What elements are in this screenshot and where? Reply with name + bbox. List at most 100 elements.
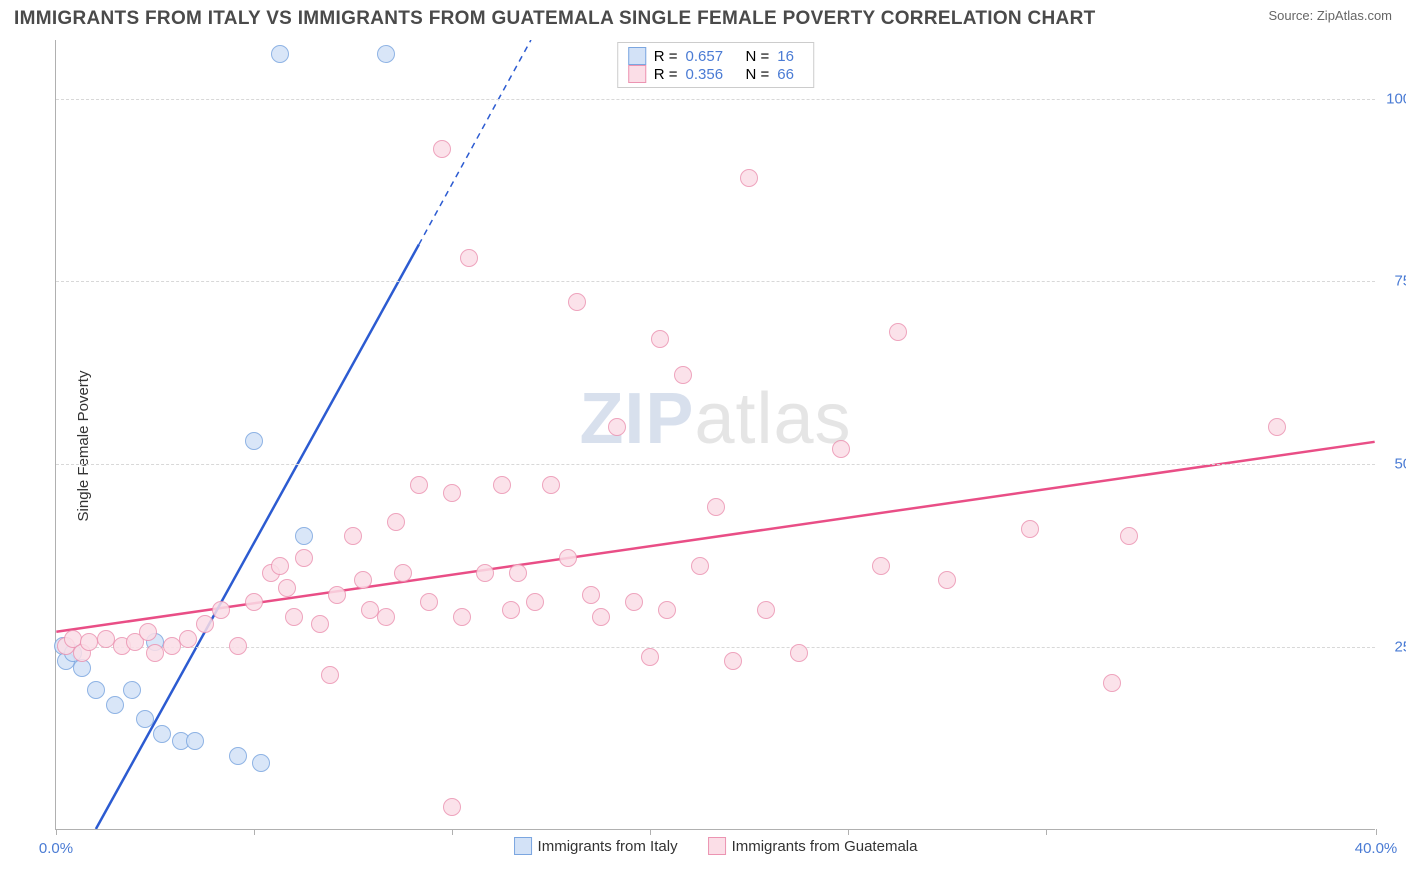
scatter-point: [1120, 527, 1138, 545]
scatter-point: [271, 45, 289, 63]
scatter-point: [582, 586, 600, 604]
scatter-point: [526, 593, 544, 611]
ytick-label: 50.0%: [1394, 456, 1406, 473]
scatter-point: [790, 644, 808, 662]
scatter-point: [87, 681, 105, 699]
swatch-guatemala-bottom: [708, 837, 726, 855]
scatter-point: [674, 366, 692, 384]
legend-item-guatemala: Immigrants from Guatemala: [708, 837, 918, 855]
scatter-point: [163, 637, 181, 655]
swatch-italy: [628, 47, 646, 65]
scatter-point: [354, 571, 372, 589]
scatter-point: [641, 648, 659, 666]
scatter-point: [651, 330, 669, 348]
scatter-point: [136, 710, 154, 728]
header-bar: IMMIGRANTS FROM ITALY VS IMMIGRANTS FROM…: [0, 0, 1406, 34]
gridline-h: [56, 464, 1375, 465]
scatter-point: [542, 476, 560, 494]
scatter-point: [245, 593, 263, 611]
plot-area: ZIPatlas R = 0.657 N = 16 R = 0.356 N = …: [55, 40, 1375, 830]
scatter-point: [295, 527, 313, 545]
scatter-point: [410, 476, 428, 494]
scatter-point: [1268, 418, 1286, 436]
scatter-point: [691, 557, 709, 575]
ytick-label: 25.0%: [1394, 639, 1406, 656]
scatter-point: [433, 140, 451, 158]
r-label-guatemala: R =: [654, 66, 678, 83]
xtick: [848, 829, 849, 835]
legend-label-guatemala: Immigrants from Guatemala: [732, 838, 918, 855]
xtick: [254, 829, 255, 835]
legend-stats-row-italy: R = 0.657 N = 16: [628, 47, 804, 65]
scatter-point: [321, 666, 339, 684]
r-value-guatemala: 0.356: [686, 66, 738, 83]
xtick-label: 0.0%: [39, 840, 73, 857]
scatter-point: [229, 637, 247, 655]
scatter-point: [80, 633, 98, 651]
scatter-point: [872, 557, 890, 575]
scatter-point: [724, 652, 742, 670]
scatter-point: [252, 754, 270, 772]
scatter-point: [460, 249, 478, 267]
scatter-point: [453, 608, 471, 626]
scatter-point: [377, 608, 395, 626]
scatter-point: [377, 45, 395, 63]
scatter-point: [509, 564, 527, 582]
scatter-point: [757, 601, 775, 619]
scatter-point: [278, 579, 296, 597]
scatter-point: [196, 615, 214, 633]
chart-title: IMMIGRANTS FROM ITALY VS IMMIGRANTS FROM…: [14, 8, 1096, 30]
xtick: [56, 829, 57, 835]
scatter-point: [889, 323, 907, 341]
scatter-point: [153, 725, 171, 743]
gridline-h: [56, 281, 1375, 282]
n-label-guatemala: N =: [746, 66, 770, 83]
legend-stats-row-guatemala: R = 0.356 N = 66: [628, 65, 804, 83]
scatter-point: [625, 593, 643, 611]
scatter-point: [186, 732, 204, 750]
scatter-point: [123, 681, 141, 699]
watermark-atlas: atlas: [694, 379, 851, 459]
scatter-point: [707, 498, 725, 516]
scatter-point: [311, 615, 329, 633]
n-value-italy: 16: [777, 48, 803, 65]
swatch-guatemala: [628, 65, 646, 83]
scatter-point: [493, 476, 511, 494]
scatter-point: [285, 608, 303, 626]
scatter-point: [658, 601, 676, 619]
scatter-point: [592, 608, 610, 626]
scatter-point: [443, 484, 461, 502]
xtick: [452, 829, 453, 835]
scatter-point: [271, 557, 289, 575]
r-label-italy: R =: [654, 48, 678, 65]
scatter-point: [740, 169, 758, 187]
xtick-label: 40.0%: [1355, 840, 1398, 857]
source-label: Source: ZipAtlas.com: [1268, 8, 1392, 23]
scatter-point: [568, 293, 586, 311]
legend-stats: R = 0.657 N = 16 R = 0.356 N = 66: [617, 42, 815, 88]
n-label-italy: N =: [746, 48, 770, 65]
scatter-point: [476, 564, 494, 582]
scatter-point: [502, 601, 520, 619]
scatter-point: [394, 564, 412, 582]
legend-label-italy: Immigrants from Italy: [538, 838, 678, 855]
n-value-guatemala: 66: [777, 66, 803, 83]
scatter-point: [1103, 674, 1121, 692]
scatter-point: [245, 432, 263, 450]
scatter-point: [559, 549, 577, 567]
scatter-point: [106, 696, 124, 714]
scatter-point: [938, 571, 956, 589]
scatter-point: [420, 593, 438, 611]
legend-series: Immigrants from Italy Immigrants from Gu…: [514, 837, 918, 855]
scatter-point: [1021, 520, 1039, 538]
scatter-point: [139, 623, 157, 641]
ytick-label: 100.0%: [1386, 90, 1406, 107]
watermark-zip: ZIP: [579, 379, 694, 459]
scatter-point: [179, 630, 197, 648]
xtick: [650, 829, 651, 835]
gridline-h: [56, 647, 1375, 648]
scatter-point: [146, 644, 164, 662]
xtick: [1046, 829, 1047, 835]
scatter-point: [608, 418, 626, 436]
scatter-point: [361, 601, 379, 619]
